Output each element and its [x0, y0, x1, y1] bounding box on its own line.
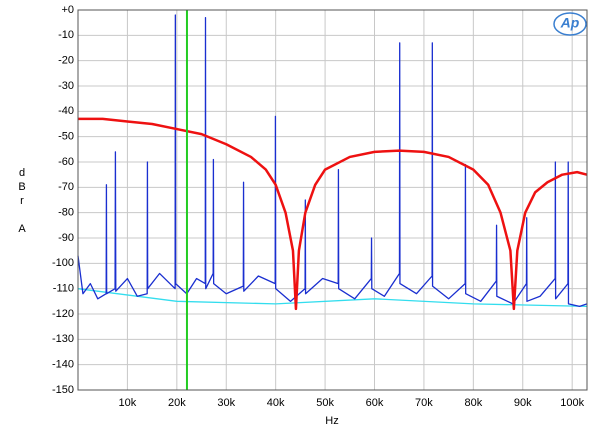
x-label: Hz: [325, 415, 338, 427]
y-tick-label: -120: [52, 308, 74, 320]
y-tick-label: -100: [52, 257, 74, 269]
x-tick-label: 80k: [464, 397, 482, 409]
y-tick-label: -10: [58, 29, 74, 41]
x-tick-label: 10k: [119, 397, 137, 409]
y-tick-label: -70: [58, 181, 74, 193]
y-tick-label: -150: [52, 384, 74, 396]
y-tick-label: -40: [58, 105, 74, 117]
logo-ring: [553, 12, 587, 36]
y-tick-label: +0: [61, 4, 74, 16]
y-tick-label: -130: [52, 333, 74, 345]
x-tick-label: 100k: [560, 397, 584, 409]
y-tick-label: -60: [58, 156, 74, 168]
y-tick-label: -30: [58, 80, 74, 92]
series-line: [77, 14, 588, 308]
y-tick-label: -90: [58, 232, 74, 244]
x-tick-label: 40k: [267, 397, 285, 409]
x-tick-label: 20k: [168, 397, 186, 409]
x-tick-label: 60k: [366, 397, 384, 409]
y-tick-label: -110: [53, 283, 74, 295]
series-line: [77, 288, 588, 308]
y-label-2: A: [18, 223, 26, 235]
plot: [77, 10, 588, 390]
y-tick-label: -20: [58, 55, 74, 67]
logo: Ap: [560, 15, 580, 31]
y-tick-label: -50: [58, 131, 74, 143]
y-tick-label: -140: [52, 359, 74, 371]
x-tick-label: 70k: [415, 397, 433, 409]
y-tick-label: -80: [58, 207, 74, 219]
x-tick-label: 50k: [316, 397, 334, 409]
x-tick-label: 90k: [514, 397, 532, 409]
grid: [78, 9, 587, 391]
series-line: [78, 117, 588, 311]
plot-frame: [77, 9, 588, 391]
x-tick-label: 30k: [217, 397, 235, 409]
